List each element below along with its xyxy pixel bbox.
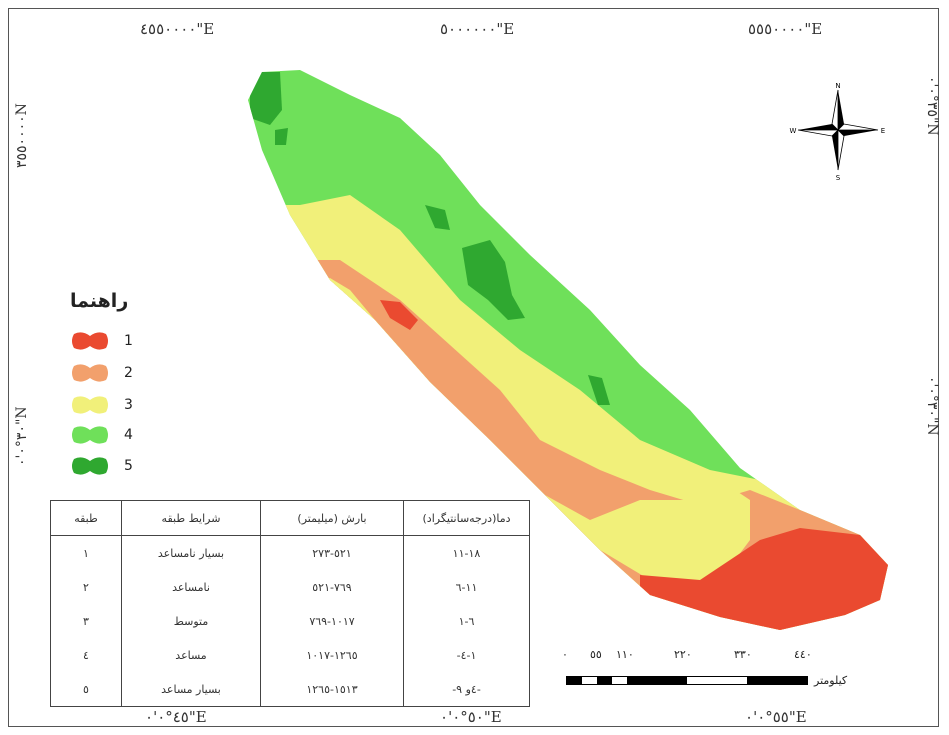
scale-tick: ٠ [562, 648, 568, 661]
zone-very-unfavorable [640, 528, 888, 630]
legend-swatch-icon [72, 332, 108, 350]
legend-swatch-icon [72, 457, 108, 475]
legend-swatch-icon [72, 364, 108, 382]
cell-class: ٥ [50, 672, 122, 707]
zone-moderate-inner [248, 278, 750, 580]
cell-precipitation: ١٢٦٥-١٠١٧ [260, 638, 404, 672]
cell-condition: بسیار مساعد [121, 672, 261, 707]
scale-tick: ٣٣٠ [734, 648, 752, 661]
table-row: ٤ مساعد ١٢٦٥-١٠١٧ -١-٤ [50, 638, 530, 672]
scale-unit: کیلومتر [814, 674, 848, 687]
cell-condition: متوسط [121, 604, 261, 638]
zone-very-favorable [250, 72, 282, 125]
north-label: N [835, 82, 840, 90]
header-precipitation: بارش (میلیمتر) [260, 500, 404, 536]
table-row: ٣ متوسط ١٠١٧-٧٦٩ ٦-١ [50, 604, 530, 638]
zone-very-favorable [462, 240, 525, 320]
zone-very-unfavorable [380, 300, 418, 330]
cell-temperature: ٦-١ [403, 604, 530, 638]
map-frame [8, 8, 939, 727]
cell-temperature: ١٨-١١ [403, 535, 530, 570]
legend-item: 4 [70, 424, 133, 446]
bottom-coord-label: ٥٥°٠'٠"E [745, 708, 807, 726]
top-coord-label: ٥٠٠٠٠٠٠"E [440, 20, 515, 38]
cell-temperature: -٤و ٩- [403, 672, 530, 707]
cell-temperature: ١١-٦ [403, 570, 530, 604]
zone-very-favorable [588, 375, 610, 405]
legend-title: راهنما [70, 290, 129, 312]
cell-precipitation: ١٥١٣-١٢٦٥ [260, 672, 404, 707]
top-coord-label: ٤٥٥٠٠٠٠"E [140, 20, 215, 38]
cell-precipitation: ٥٢١-٢٧٣ [260, 535, 404, 570]
cell-temperature: -١-٤ [403, 638, 530, 672]
legend-item: 1 [70, 330, 133, 352]
legend-swatch-icon [72, 426, 108, 444]
table-row: ٢ نامساعد ٧٦٩-٥٢١ ١١-٦ [50, 570, 530, 604]
bottom-coord-label: ٥٠°٠'٠"E [440, 708, 502, 726]
cell-class: ١ [50, 535, 122, 570]
cell-condition: مساعد [121, 638, 261, 672]
legend-item: 2 [70, 362, 133, 384]
scale-tick: ٥٥ [590, 648, 602, 661]
header-temperature: دما(درجه‌سانتیگراد) [403, 500, 530, 536]
table-row: ١ بسیار نامساعد ٥٢١-٢٧٣ ١٨-١١ [50, 535, 530, 570]
cell-condition: نامساعد [121, 570, 261, 604]
legend-label: 5 [124, 458, 133, 474]
scale-tick: ١١٠ [616, 648, 634, 661]
legend-item: 3 [70, 394, 133, 416]
scale-tick: ٢٢٠ [674, 648, 692, 661]
zone-very-favorable [275, 128, 288, 145]
header-condition: شرایط طبقه [121, 500, 261, 536]
table-header-row: طبقه شرایط طبقه بارش (میلیمتر) دما(درجه‌… [50, 500, 530, 536]
legend-label: 1 [124, 333, 133, 349]
legend-item: 5 [70, 455, 133, 477]
east-label: E [881, 127, 885, 135]
legend-label: 4 [124, 427, 133, 443]
top-coord-label: ٥٥٥٠٠٠٠"E [748, 20, 823, 38]
legend-label: 3 [124, 397, 133, 413]
bottom-coord-label: ٤٥°٠'٠"E [145, 708, 207, 726]
cell-class: ٣ [50, 604, 122, 638]
cell-precipitation: ١٠١٧-٧٦٩ [260, 604, 404, 638]
scale-tick: ٤٤٠ [794, 648, 812, 661]
table-row: ٥ بسیار مساعد ١٥١٣-١٢٦٥ -٤و ٩- [50, 672, 530, 707]
legend-label: 2 [124, 365, 133, 381]
scale-bar [566, 676, 808, 685]
north-arrow-icon: N S E W [790, 82, 886, 182]
legend-swatch-icon [72, 396, 108, 414]
classification-table: طبقه شرایط طبقه بارش (میلیمتر) دما(درجه‌… [50, 500, 530, 707]
zone-very-favorable [425, 205, 450, 230]
header-class: طبقه [50, 500, 122, 536]
cell-class: ٤ [50, 638, 122, 672]
west-label: W [790, 127, 797, 135]
cell-precipitation: ٧٦٩-٥٢١ [260, 570, 404, 604]
south-label: S [836, 174, 841, 182]
cell-class: ٢ [50, 570, 122, 604]
cell-condition: بسیار نامساعد [121, 535, 261, 570]
